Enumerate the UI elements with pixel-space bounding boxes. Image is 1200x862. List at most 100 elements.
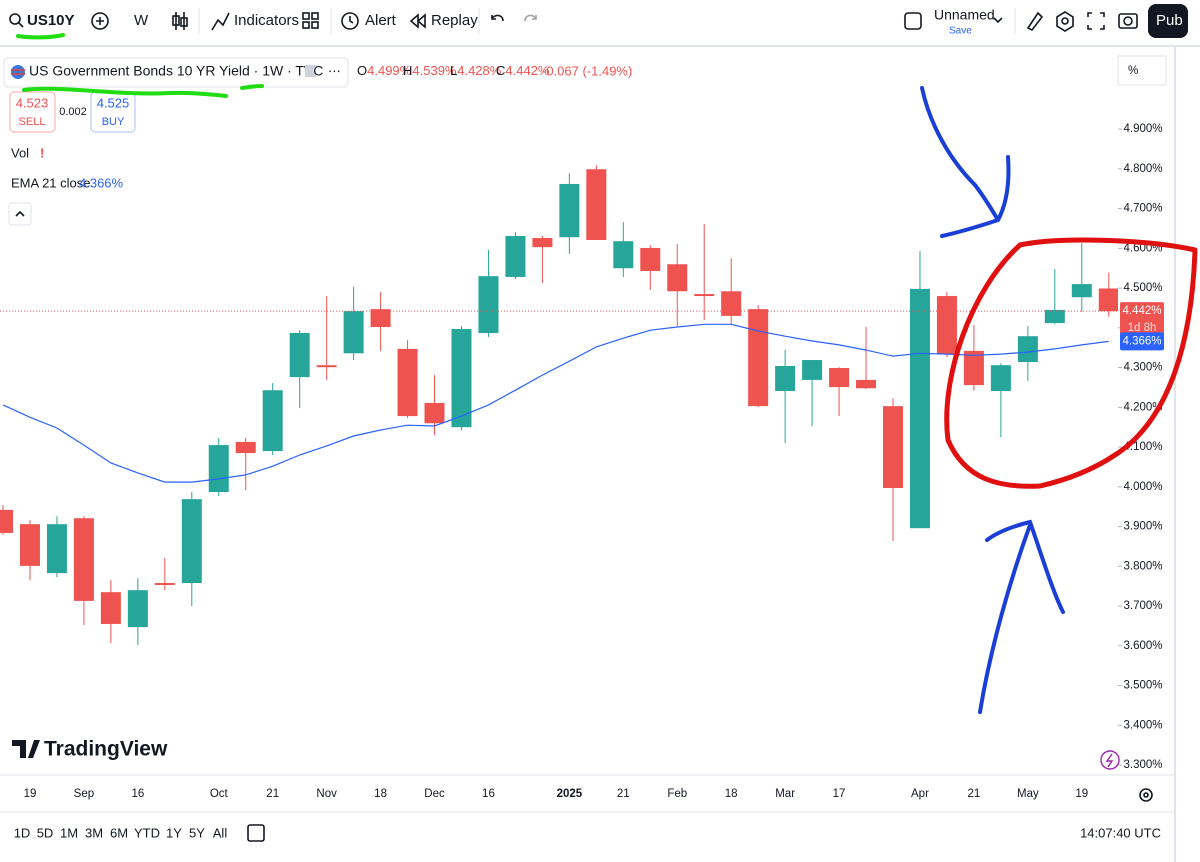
range-button[interactable]: 1Y (166, 825, 182, 840)
ema-line (2, 323, 1109, 483)
range-button[interactable]: 6M (110, 825, 128, 840)
x-tick-label: 19 (24, 788, 37, 800)
ohlc-value: 4.539% (412, 63, 457, 78)
save-status[interactable]: Save (949, 26, 972, 37)
y-tick-label: 4.800% (1123, 163, 1162, 175)
candle-body (856, 379, 877, 389)
snapshot-icon[interactable] (1118, 13, 1138, 29)
legend: US Government Bonds 10 YR Yield · 1W · T… (3, 57, 632, 226)
ohlc-value: 4.499% (367, 63, 412, 78)
last-price-tag (1120, 302, 1164, 339)
indicators-icon[interactable] (211, 12, 230, 31)
candle-body (694, 294, 715, 297)
candle-body (532, 238, 553, 248)
lightning-icon[interactable] (1100, 750, 1120, 770)
publish-button-bg[interactable] (1148, 4, 1188, 38)
x-tick-label: Nov (316, 788, 337, 800)
y-tick-label: 4.000% (1123, 481, 1162, 493)
candle-body (640, 247, 661, 271)
templates-icon-2 (311, 12, 319, 20)
candle-body (1098, 288, 1119, 312)
range-button[interactable]: 1D (14, 825, 31, 840)
layout-icon[interactable] (904, 12, 922, 30)
redo-icon[interactable] (524, 14, 537, 22)
publish-button[interactable]: Pub (1156, 12, 1183, 29)
x-tick-label: 18 (725, 788, 738, 800)
x-tick-label: Oct (210, 788, 229, 800)
green-underline (22, 86, 228, 98)
x-tick-label: Mar (775, 788, 795, 800)
candle-body (667, 264, 688, 292)
candle-body (316, 365, 337, 368)
collapse-button[interactable] (8, 202, 32, 226)
layout-name[interactable]: Unnamed (934, 7, 995, 23)
legend-title-box[interactable] (3, 57, 349, 88)
y-tick-label: 4.700% (1123, 203, 1162, 215)
ema-layer (0, 310, 1118, 483)
ema-tag (1120, 332, 1164, 351)
indicators-button[interactable]: Indicators (234, 12, 299, 29)
ohlc-label: H (403, 63, 412, 78)
drawing-icon[interactable] (1026, 11, 1044, 32)
range-button[interactable]: 3M (85, 825, 103, 840)
ema-legend-label[interactable]: EMA 21 close (11, 175, 91, 190)
sell-price[interactable]: 4.523 (16, 95, 49, 110)
templates-icon[interactable] (302, 12, 310, 20)
x-tick-label: 18 (374, 788, 387, 800)
layout-dropdown[interactable] (993, 17, 1003, 24)
volume-label[interactable]: Vol (11, 145, 29, 160)
y-tick-label: 4.200% (1123, 401, 1162, 413)
range-button[interactable]: 1M (60, 825, 78, 840)
candle-body (721, 291, 742, 316)
more-button[interactable]: ⋯ (328, 63, 342, 78)
add-symbol-icon[interactable] (91, 12, 109, 30)
candle-body (424, 402, 445, 424)
symbol-title[interactable]: US Government Bonds 10 YR Yield · 1W · T… (29, 63, 323, 79)
alert-button[interactable]: Alert (365, 12, 397, 29)
fullscreen-icon[interactable] (1087, 12, 1105, 30)
axis-unit-box[interactable] (1117, 55, 1167, 86)
candle-body (46, 524, 67, 574)
sell-button-bg[interactable] (9, 91, 56, 133)
range-button[interactable]: All (213, 825, 228, 840)
alert-icon[interactable] (341, 12, 359, 30)
volume-warning[interactable]: ! (40, 145, 44, 160)
candle-body (559, 183, 580, 238)
candle-body (775, 365, 796, 392)
last-price-label: 4.442% (1122, 305, 1161, 317)
y-tick-label: 4.900% (1123, 123, 1162, 135)
range-button[interactable]: 5D (37, 825, 54, 840)
axis-settings-icon[interactable] (1139, 788, 1153, 802)
buy-price[interactable]: 4.525 (97, 95, 130, 110)
axis-unit: % (1128, 65, 1138, 77)
replay-icon[interactable] (409, 13, 426, 29)
candles-layer (0, 165, 1119, 646)
candle-body (127, 590, 148, 628)
ema-tag-label: 4.366% (1122, 335, 1161, 347)
settings-icon[interactable] (1056, 11, 1074, 32)
candle-body (397, 348, 418, 417)
replay-button[interactable]: Replay (431, 12, 478, 29)
sell-label[interactable]: SELL (19, 116, 46, 128)
date-range-icon[interactable] (247, 824, 265, 842)
y-tick-label: 3.400% (1123, 719, 1162, 731)
search-icon[interactable] (9, 13, 21, 25)
undo-icon[interactable] (491, 14, 504, 22)
candle-body (478, 276, 499, 334)
range-button[interactable]: YTD (134, 825, 160, 840)
range-button[interactable]: 5Y (189, 825, 205, 840)
spread: 0.002 (59, 106, 87, 118)
symbol[interactable]: US10Y (27, 12, 75, 29)
x-tick-label: 21 (617, 788, 630, 800)
candle-body (909, 288, 930, 529)
y-tick-label: 3.800% (1123, 560, 1162, 572)
y-tick-label: 3.300% (1123, 759, 1162, 771)
chart-type-icon[interactable] (175, 12, 185, 30)
interval[interactable]: W (134, 12, 149, 29)
candle-body (0, 509, 13, 533)
x-tick-label: May (1017, 788, 1039, 800)
x-tick-label: 17 (833, 788, 846, 800)
buy-label[interactable]: BUY (102, 116, 125, 128)
